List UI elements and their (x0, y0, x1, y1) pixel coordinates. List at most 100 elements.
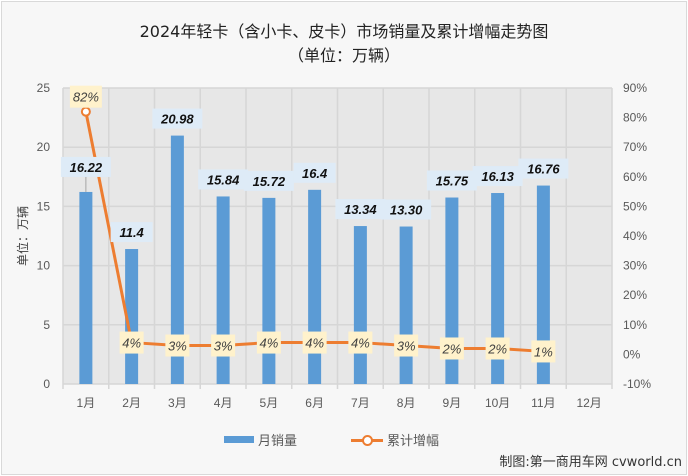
line-data-labels: 82% 4% 3% 3% 4% 4% 4% 3% 2% 2% 1% (69, 85, 556, 363)
svg-text:4%: 4% (122, 336, 141, 351)
chart-title: 2024年轻卡（含小卡、皮卡）市场销量及累计增幅走势图 (139, 22, 549, 41)
pct-label-11月: 1% (531, 340, 556, 363)
bar-8月 (399, 226, 413, 384)
svg-text:1%: 1% (534, 344, 553, 359)
bar-label-9月: 15.75 (426, 170, 477, 191)
x-tick-label: 7月 (351, 396, 370, 410)
bar-label-7月: 13.34 (335, 199, 386, 220)
pct-label-10月: 2% (485, 337, 510, 360)
svg-text:20.98: 20.98 (160, 112, 194, 127)
y-tick-label: 0 (43, 377, 50, 391)
bar-10月 (491, 193, 505, 384)
gridlines (62, 87, 613, 389)
pct-label-4月: 3% (211, 334, 236, 357)
bar-7月 (353, 226, 367, 384)
y2-tick-label: 60% (623, 170, 647, 184)
bar-6月 (308, 189, 322, 384)
x-axis: 1月 2月 3月 4月 5月 6月 7月 8月 9月 10月 11月 12月 (77, 396, 602, 410)
pct-label-6月: 4% (302, 331, 327, 354)
bar-label-6月: 16.4 (293, 162, 336, 183)
y-tick-label: 20 (37, 140, 51, 154)
svg-text:11.4: 11.4 (119, 225, 144, 240)
bar-data-labels: 16.22 11.4 20.98 15.84 15.72 16.4 13.34 13.30 15… (60, 108, 569, 243)
svg-text:3%: 3% (214, 339, 233, 354)
x-tick-label: 9月 (443, 396, 462, 410)
svg-text:4%: 4% (351, 336, 370, 351)
y-axis-title: 单位：万辆 (15, 206, 30, 266)
pct-label-2月: 4% (119, 331, 144, 354)
bar-swatch-icon (224, 436, 254, 443)
bar-label-1月: 16.22 (60, 156, 111, 192)
bar-label-10月: 16.13 (472, 166, 523, 187)
svg-text:16.76: 16.76 (527, 162, 560, 177)
x-tick-label: 3月 (168, 396, 187, 410)
y2-tick-label: 90% (623, 81, 647, 95)
bar-label-3月: 20.98 (152, 108, 203, 129)
svg-text:16.13: 16.13 (481, 169, 514, 184)
chart-subtitle: （单位：万辆） (287, 46, 400, 65)
pct-label-1月: 82% (69, 85, 102, 108)
bar-label-5月: 15.72 (243, 170, 294, 191)
svg-text:4%: 4% (305, 336, 324, 351)
y-tick-label: 15 (37, 199, 51, 213)
y2-tick-label: 20% (623, 288, 647, 302)
x-tick-label: 11月 (531, 396, 555, 410)
bar-label-11月: 16.76 (518, 158, 569, 179)
x-tick-label: 4月 (214, 396, 233, 410)
svg-text:2%: 2% (441, 341, 461, 356)
legend-item-line: 累计增幅 (351, 430, 439, 449)
y2-tick-label: 50% (623, 199, 647, 213)
legend: 月销量 累计增幅 (0, 430, 688, 450)
x-tick-label: 6月 (305, 396, 324, 410)
svg-text:13.30: 13.30 (390, 203, 423, 218)
svg-text:15.72: 15.72 (253, 174, 286, 189)
svg-text:15.75: 15.75 (436, 174, 469, 189)
bar-label-4月: 15.84 (198, 169, 249, 190)
svg-text:16.22: 16.22 (70, 160, 103, 175)
svg-text:3%: 3% (397, 339, 416, 354)
svg-text:3%: 3% (168, 339, 187, 354)
svg-text:82%: 82% (73, 90, 99, 105)
credit-text: 制图:第一商用车网 cvworld.cn (499, 455, 682, 470)
pct-label-5月: 4% (256, 331, 281, 354)
bar-11月 (536, 185, 550, 384)
pct-label-3月: 3% (165, 334, 190, 357)
right-y-axis: -10% 0% 10% 20% 30% 40% 50% 60% 70% 80% 90% (623, 81, 651, 391)
y2-tick-label: -10% (623, 377, 651, 391)
y2-tick-label: 80% (623, 111, 647, 125)
y-tick-label: 25 (37, 81, 51, 95)
svg-text:2%: 2% (487, 341, 507, 356)
x-tick-label: 2月 (122, 396, 141, 410)
svg-text:13.34: 13.34 (344, 202, 377, 217)
x-tick-label: 8月 (397, 396, 416, 410)
svg-text:16.4: 16.4 (302, 166, 328, 181)
x-tick-label: 5月 (260, 396, 279, 410)
line-marker-swatch-icon (351, 433, 383, 447)
bar-3月 (170, 135, 184, 384)
pct-label-8月: 3% (394, 334, 419, 357)
x-tick-label: 12月 (576, 396, 601, 410)
pct-label-7月: 4% (348, 331, 373, 354)
line-marker-icon (80, 106, 91, 117)
bar-label-2月: 11.4 (110, 222, 153, 243)
y-tick-label: 5 (43, 318, 50, 332)
left-y-axis: 0 5 10 15 20 25 (37, 81, 51, 391)
bar-5月 (262, 197, 276, 384)
y-tick-label: 10 (37, 259, 51, 273)
y2-tick-label: 0% (623, 347, 641, 361)
legend-item-bar: 月销量 (224, 430, 297, 449)
y2-tick-label: 70% (623, 140, 647, 154)
legend-line-label: 累计增幅 (387, 434, 440, 449)
x-tick-label: 1月 (77, 396, 96, 410)
bar-1月 (79, 191, 93, 384)
legend-bar-label: 月销量 (258, 434, 298, 449)
pct-label-9月: 2% (439, 337, 464, 360)
y2-tick-label: 10% (623, 318, 647, 332)
y2-tick-label: 30% (623, 259, 647, 273)
svg-text:15.84: 15.84 (207, 172, 240, 187)
svg-text:4%: 4% (259, 336, 278, 351)
x-tick-label: 10月 (485, 396, 510, 410)
bar-9月 (445, 197, 459, 384)
y2-tick-label: 40% (623, 229, 647, 243)
